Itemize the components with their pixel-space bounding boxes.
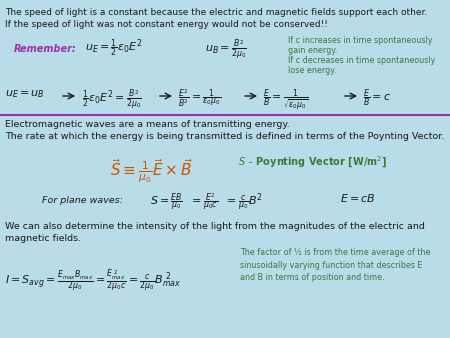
Text: Electromagnetic waves are a means of transmitting energy.: Electromagnetic waves are a means of tra… <box>5 120 290 129</box>
Text: For plane waves:: For plane waves: <box>42 196 123 205</box>
Text: The factor of ½ is from the time average of the
sinusoidally varying function th: The factor of ½ is from the time average… <box>240 248 431 282</box>
Text: $\frac{E}{B} = c$: $\frac{E}{B} = c$ <box>363 88 392 110</box>
Text: Remember:: Remember: <box>14 44 77 54</box>
Text: gain energy.: gain energy. <box>288 46 338 55</box>
Text: $u_B = \frac{B^2}{2\mu_0}$: $u_B = \frac{B^2}{2\mu_0}$ <box>205 38 247 61</box>
Text: If c decreases in time spontaneously: If c decreases in time spontaneously <box>288 56 436 65</box>
Text: $\vec{S} \equiv \frac{1}{\mu_0}\vec{E}\times\vec{B}$: $\vec{S} \equiv \frac{1}{\mu_0}\vec{E}\t… <box>110 158 193 185</box>
Text: The rate at which the energy is being transmitted is defined in terms of the Poy: The rate at which the energy is being tr… <box>5 132 445 141</box>
Text: lose energy.: lose energy. <box>288 66 337 75</box>
Text: $\frac{E^2}{B^2} = \frac{1}{\varepsilon_0\mu_0}$: $\frac{E^2}{B^2} = \frac{1}{\varepsilon_… <box>178 88 221 110</box>
Text: $u_{\bar{E}} = u_B$: $u_{\bar{E}} = u_B$ <box>5 88 45 100</box>
Text: $u_E = \frac{1}{2}\varepsilon_0 E^2$: $u_E = \frac{1}{2}\varepsilon_0 E^2$ <box>85 38 143 59</box>
Text: $E = cB$: $E = cB$ <box>340 192 376 204</box>
Text: We can also determine the intensity of the light from the magnitudes of the elec: We can also determine the intensity of t… <box>5 222 425 231</box>
Text: If c increases in time spontaneously: If c increases in time spontaneously <box>288 36 432 45</box>
Text: The speed of light is a constant because the electric and magnetic fields suppor: The speed of light is a constant because… <box>5 8 427 17</box>
Text: $S = \frac{EB}{\mu_0}\ \ = \frac{E^2}{\mu_0 c}\ \ = \frac{c}{\mu_0}B^2$: $S = \frac{EB}{\mu_0}\ \ = \frac{E^2}{\m… <box>150 192 263 213</box>
Text: $I = S_{avg} = \frac{E_{max}B_{max}}{2\mu_0} = \frac{E_{max}^{\ 2}}{2\mu_0 c} = : $I = S_{avg} = \frac{E_{max}B_{max}}{2\m… <box>5 268 181 293</box>
Text: magnetic fields.: magnetic fields. <box>5 234 81 243</box>
Text: $S$ – Poynting Vector [W/m$^2$]: $S$ – Poynting Vector [W/m$^2$] <box>238 155 387 170</box>
Text: $\frac{E}{B} = \frac{1}{\sqrt{\varepsilon_0\mu_0}}$: $\frac{E}{B} = \frac{1}{\sqrt{\varepsilo… <box>263 88 308 114</box>
Text: If the speed of light was not constant energy would not be conserved!!: If the speed of light was not constant e… <box>5 20 328 29</box>
Text: $\frac{1}{2}\varepsilon_0 E^2 = \frac{B^2}{2\mu_0}$: $\frac{1}{2}\varepsilon_0 E^2 = \frac{B^… <box>82 88 142 111</box>
